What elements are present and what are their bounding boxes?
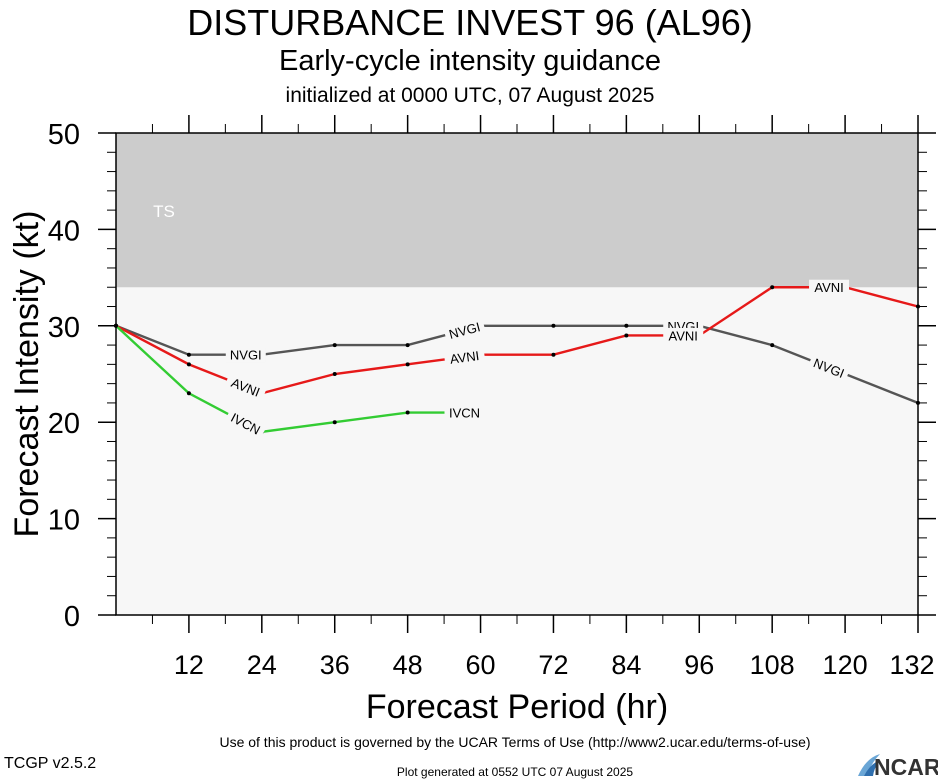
series-label-text: IVCN [449, 406, 480, 421]
x-tick-label: 84 [611, 650, 641, 680]
data-point-avni [405, 362, 410, 367]
series-label-bg [443, 346, 486, 367]
x-tick-label: 96 [684, 650, 714, 680]
data-point-nvgi [186, 352, 191, 357]
series-label-bg [224, 407, 267, 440]
data-point-avni [332, 372, 337, 376]
series-label-bg [224, 372, 268, 402]
chart-subtitle: Early-cycle intensity guidance [278, 45, 661, 77]
chart-title: DISTURBANCE INVEST 96 (AL96) [187, 2, 753, 43]
y-tick-label: 10 [48, 505, 80, 537]
y-tick-label: 30 [48, 312, 80, 344]
band-ts [116, 133, 918, 288]
series-label-nvgi: NVGI [225, 347, 266, 363]
x-tick-label: 60 [466, 650, 496, 680]
series-label-bg [225, 347, 266, 363]
data-point-avni [551, 352, 556, 357]
series-label-bg [809, 279, 850, 295]
plot-frame [115, 132, 919, 616]
y-tick-label: 0 [64, 601, 80, 633]
data-point-nvgi [551, 323, 556, 328]
x-tick-label: 120 [823, 650, 868, 680]
data-point-nvgi [332, 343, 337, 348]
x-tick-label: 72 [538, 650, 568, 680]
logo-text: NCAR [874, 754, 938, 778]
data-point-avni [624, 333, 629, 338]
x-tick-label: 48 [393, 650, 423, 680]
x-axis-label: Forecast Period (hr) [366, 688, 668, 726]
series-label-avni: AVNI [663, 327, 704, 343]
y-tick-label: 40 [48, 215, 80, 247]
y-tick-label: 20 [48, 408, 80, 440]
series-label-ivcn: IVCN [444, 405, 485, 421]
series-label-bg [807, 353, 851, 382]
data-point-avni [186, 362, 191, 367]
data-point-nvgi [624, 323, 629, 328]
data-point-nvgi [405, 343, 410, 348]
generated-time: Plot generated at 0552 UTC 07 August 202… [396, 765, 634, 779]
ncar-swoosh-icon [858, 754, 880, 776]
y-axis-label: Forecast Intensity (kt) [8, 211, 46, 538]
band-label: TS [153, 202, 175, 221]
x-tick-label: 132 [889, 650, 934, 680]
x-tick-label: 24 [247, 650, 277, 680]
series-label-bg [663, 327, 704, 343]
series-label-bg [443, 317, 486, 343]
data-point-ivcn [186, 391, 191, 396]
series-label-avni: AVNI [443, 346, 486, 367]
series-label-text: AVNI [449, 348, 480, 367]
x-tick-label: 36 [320, 650, 350, 680]
ncar-logo: NCAR [856, 752, 940, 783]
version-label: TCGP v2.5.2 [4, 755, 97, 772]
y-tick-label: 50 [48, 119, 80, 151]
init-time: initialized at 0000 UTC, 07 August 2025 [285, 84, 655, 107]
data-point-nvgi [770, 343, 775, 348]
data-point-ivcn [405, 410, 410, 415]
data-point-avni [770, 285, 775, 290]
series-label-bg [444, 405, 485, 421]
series-line-ivcn [115, 324, 481, 434]
series-label-text: AVNI [669, 328, 698, 343]
series-label-text: AVNI [814, 280, 843, 295]
series-label-avni: AVNI [809, 279, 850, 295]
x-tick-label: 108 [750, 650, 795, 680]
x-tick-label: 12 [174, 650, 204, 680]
terms-of-use: Use of this product is governed by the U… [219, 734, 811, 750]
data-point-ivcn [332, 420, 337, 425]
series-label-text: NVGI [230, 348, 262, 363]
